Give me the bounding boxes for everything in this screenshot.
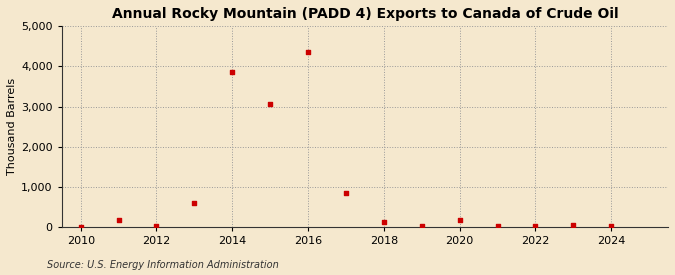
Point — [568, 223, 578, 227]
Y-axis label: Thousand Barrels: Thousand Barrels — [7, 78, 17, 175]
Point — [151, 224, 162, 229]
Point — [189, 201, 200, 205]
Point — [113, 218, 124, 222]
Point — [492, 224, 503, 228]
Point — [76, 225, 86, 229]
Text: Source: U.S. Energy Information Administration: Source: U.S. Energy Information Administ… — [47, 260, 279, 270]
Point — [454, 218, 465, 222]
Point — [265, 102, 275, 106]
Point — [530, 224, 541, 228]
Point — [379, 220, 389, 224]
Point — [341, 191, 352, 195]
Point — [606, 224, 617, 229]
Point — [416, 224, 427, 228]
Point — [302, 50, 313, 54]
Point — [227, 70, 238, 75]
Title: Annual Rocky Mountain (PADD 4) Exports to Canada of Crude Oil: Annual Rocky Mountain (PADD 4) Exports t… — [111, 7, 618, 21]
